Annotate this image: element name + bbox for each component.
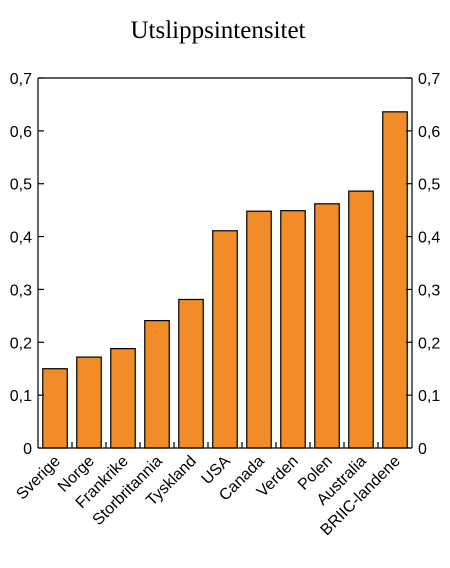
y-tick-label-right: 0,7	[418, 71, 440, 88]
y-tick-label-left: 0	[23, 441, 32, 458]
y-tick-label-right: 0,5	[418, 177, 440, 194]
y-tick-label-left: 0,6	[10, 124, 32, 141]
y-tick-label-right: 0,1	[418, 388, 440, 405]
bar	[42, 368, 68, 449]
category-label: Sverige	[13, 453, 63, 503]
y-tick-label-right: 0	[418, 441, 427, 458]
bar	[76, 356, 102, 449]
bar	[178, 298, 204, 449]
y-tick-label-right: 0,6	[418, 124, 440, 141]
bar	[280, 210, 306, 449]
y-tick-label-left: 0,1	[10, 388, 32, 405]
bar	[246, 210, 272, 449]
bar	[382, 111, 408, 449]
y-tick-label-left: 0,5	[10, 177, 32, 194]
bar	[110, 348, 136, 449]
y-tick-label-left: 0,2	[10, 335, 32, 352]
chart-title: Utslippsintensitet	[131, 17, 306, 44]
bar	[348, 190, 374, 449]
bar	[212, 230, 238, 449]
plot-area: 0 0 0,1 0,1 0,2 0,2 0,3 0,3 0,4 0,4 0,5 0,5 0,6 0,6 0,…	[10, 71, 441, 539]
y-tick-label-right: 0,4	[418, 230, 440, 247]
bar	[314, 203, 340, 449]
bar	[144, 320, 170, 449]
y-tick-label-right: 0,3	[418, 282, 440, 299]
y-tick-label-left: 0,7	[10, 71, 32, 88]
y-tick-label-left: 0,4	[10, 230, 32, 247]
y-tick-label-right: 0,2	[418, 335, 440, 352]
y-tick-label-left: 0,3	[10, 282, 32, 299]
